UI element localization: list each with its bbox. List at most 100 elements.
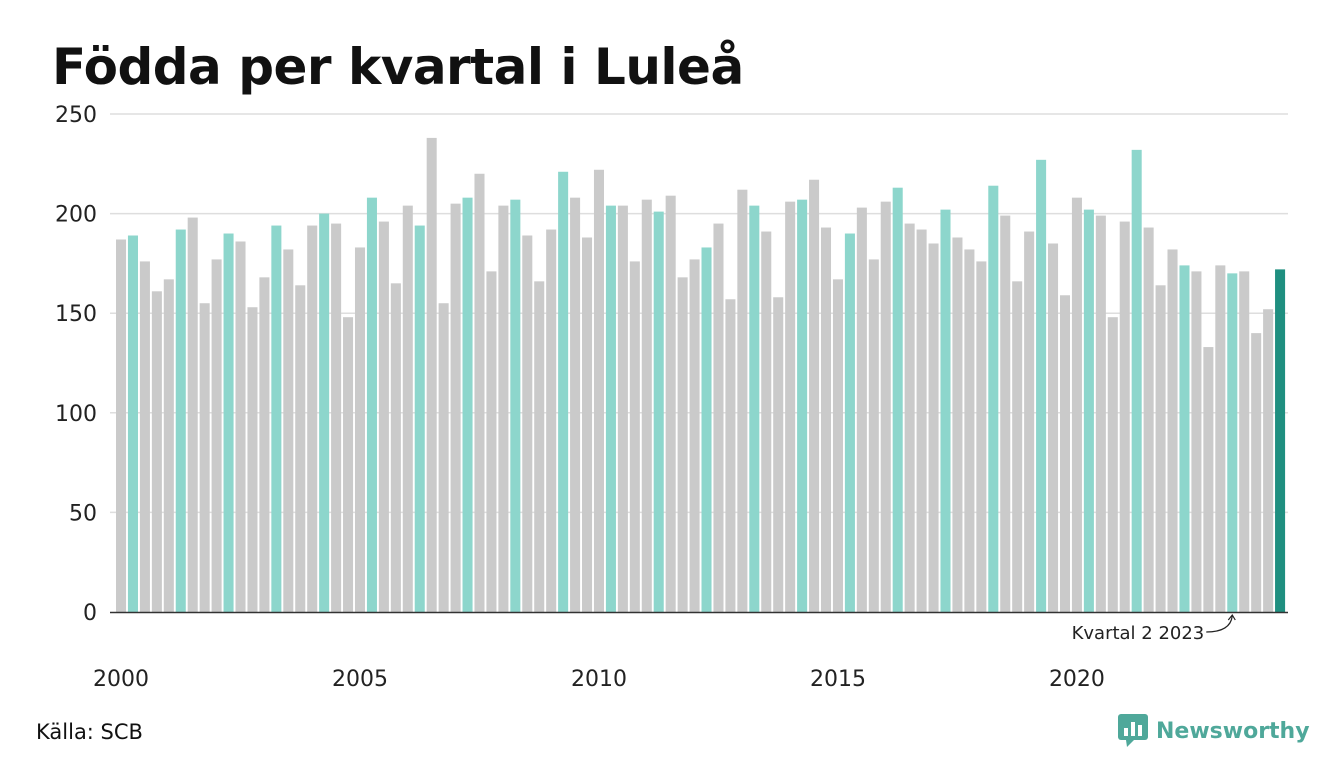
bar <box>1012 281 1023 612</box>
bar <box>498 205 509 612</box>
bar <box>259 277 270 612</box>
bar <box>378 221 389 612</box>
bar <box>163 279 174 612</box>
bar <box>414 225 425 613</box>
bar <box>1239 271 1250 612</box>
bar <box>1095 215 1106 612</box>
bar <box>1059 295 1071 612</box>
annotation-label: Kvartal 2 2023 <box>1072 623 1205 644</box>
bar <box>1107 317 1118 612</box>
x-tick-label: 2010 <box>571 667 627 692</box>
bar <box>952 237 963 612</box>
bar <box>761 231 772 612</box>
bar <box>605 205 616 612</box>
bar <box>235 241 246 613</box>
bar <box>343 317 354 612</box>
bar <box>295 285 306 612</box>
source-note: Källa: SCB <box>36 720 143 744</box>
bar <box>474 173 485 612</box>
y-tick-label: 0 <box>83 601 97 626</box>
x-tick-label: 2015 <box>810 667 866 692</box>
bar <box>151 291 162 612</box>
bar <box>390 283 401 612</box>
bar <box>1179 265 1190 612</box>
bar <box>223 233 234 612</box>
bar <box>832 279 843 612</box>
bar <box>1143 227 1154 613</box>
bar <box>617 205 628 612</box>
brand-logo[interactable]: Newsworthy <box>1118 714 1310 748</box>
bar <box>868 259 879 612</box>
bar <box>737 189 748 612</box>
bar <box>546 229 557 613</box>
bar <box>677 277 688 612</box>
annotation-arrow <box>1206 615 1233 633</box>
bar <box>522 235 533 612</box>
bar <box>283 249 294 612</box>
bar <box>665 195 676 613</box>
bar <box>426 137 437 612</box>
bar <box>1131 149 1142 613</box>
bar <box>976 261 987 612</box>
bar <box>928 243 939 613</box>
bar <box>1155 285 1166 612</box>
x-tick-label: 2020 <box>1049 667 1105 692</box>
bar <box>1000 215 1011 612</box>
bar <box>629 261 640 612</box>
bar <box>438 303 449 612</box>
bar <box>820 227 832 613</box>
bar <box>510 199 521 612</box>
bar <box>1036 159 1047 612</box>
bar <box>1251 333 1262 612</box>
bar <box>1167 249 1178 612</box>
bar <box>187 217 198 612</box>
x-tick-label: 2000 <box>93 667 149 692</box>
bar <box>725 299 736 612</box>
y-tick-label: 100 <box>55 402 97 427</box>
bar <box>486 271 497 612</box>
bar <box>880 201 891 612</box>
bar <box>653 211 664 613</box>
chart-title: Födda per kvartal i Luleå <box>52 38 744 96</box>
bar <box>127 235 138 612</box>
bar <box>331 223 342 612</box>
bar <box>713 223 724 612</box>
bar <box>1191 271 1202 612</box>
bar <box>1275 269 1286 612</box>
bar <box>354 247 366 612</box>
bar <box>904 223 915 612</box>
x-axis-ticks: 2000 2005 2010 2015 2020 <box>93 667 1105 692</box>
bar <box>916 229 927 613</box>
annotation-arrowhead <box>1227 613 1236 621</box>
brand-name: Newsworthy <box>1156 718 1310 744</box>
bar <box>856 207 867 612</box>
bar <box>892 187 903 612</box>
bar <box>844 233 855 612</box>
bar <box>1263 309 1274 612</box>
bar <box>462 197 473 612</box>
y-tick-label: 200 <box>55 203 97 228</box>
bar <box>1119 221 1130 612</box>
bar <box>199 303 210 612</box>
bar <box>1024 231 1035 612</box>
bar <box>271 225 282 613</box>
bar <box>1215 265 1226 612</box>
bar <box>1083 209 1094 612</box>
bar <box>689 259 700 612</box>
bar <box>797 199 808 612</box>
bar <box>558 171 569 612</box>
bar <box>534 281 545 612</box>
bar <box>940 209 951 612</box>
bar <box>809 179 820 613</box>
bar <box>988 185 999 612</box>
bar <box>1048 243 1059 613</box>
y-tick-label: 250 <box>55 103 97 128</box>
bar <box>593 169 604 612</box>
bar <box>319 213 330 612</box>
bar <box>641 199 652 612</box>
bar <box>1203 347 1214 612</box>
bar <box>964 249 975 612</box>
annotation: Kvartal 2 2023 <box>1072 613 1236 644</box>
bar <box>1227 273 1238 612</box>
